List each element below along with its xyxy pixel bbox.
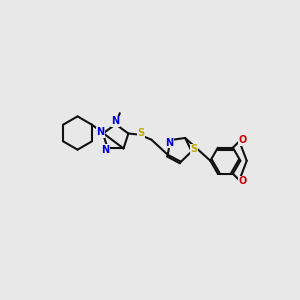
Text: N: N [96, 127, 104, 137]
Text: S: S [190, 144, 197, 154]
Text: S: S [137, 128, 144, 138]
Text: O: O [238, 135, 247, 145]
Text: N: N [101, 145, 109, 154]
Text: N: N [165, 138, 173, 148]
Text: N: N [112, 116, 120, 127]
Text: O: O [238, 176, 247, 186]
